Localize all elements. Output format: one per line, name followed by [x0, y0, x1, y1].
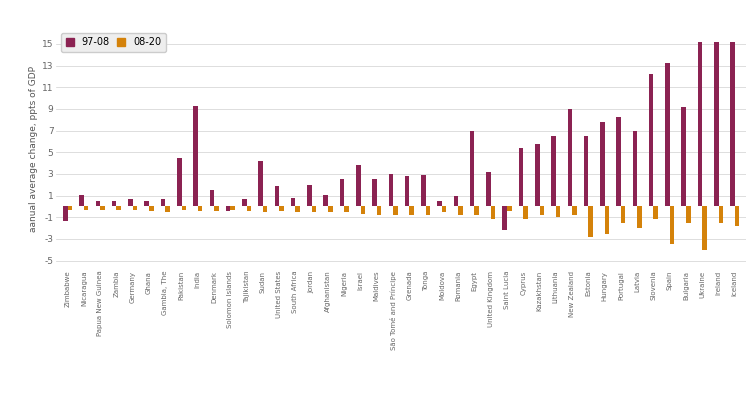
Bar: [242, 199, 247, 206]
Bar: [421, 175, 426, 206]
Bar: [568, 109, 572, 206]
Bar: [735, 206, 740, 226]
Bar: [263, 206, 268, 212]
Bar: [80, 194, 84, 206]
Bar: [296, 206, 300, 212]
Bar: [112, 201, 116, 206]
Bar: [128, 199, 133, 206]
Bar: [470, 131, 475, 206]
Bar: [376, 206, 382, 215]
Bar: [633, 131, 638, 206]
Bar: [96, 201, 100, 206]
Bar: [702, 206, 706, 250]
Bar: [551, 136, 556, 206]
Bar: [437, 201, 442, 206]
Bar: [323, 194, 328, 206]
Bar: [182, 206, 186, 210]
Bar: [686, 206, 691, 223]
Bar: [572, 206, 577, 215]
Bar: [149, 206, 154, 211]
Bar: [68, 206, 72, 210]
Bar: [145, 201, 149, 206]
Bar: [165, 206, 170, 212]
Bar: [682, 107, 686, 206]
Bar: [312, 206, 316, 212]
Bar: [649, 74, 653, 206]
Bar: [503, 206, 507, 230]
Bar: [291, 198, 296, 206]
Bar: [372, 179, 376, 206]
Bar: [475, 206, 479, 215]
Bar: [600, 122, 604, 206]
Bar: [616, 116, 621, 206]
Bar: [258, 161, 263, 206]
Bar: [361, 206, 365, 214]
Bar: [698, 42, 702, 206]
Bar: [209, 190, 214, 206]
Bar: [519, 148, 524, 206]
Bar: [454, 196, 458, 206]
Bar: [344, 206, 349, 212]
Bar: [458, 206, 463, 215]
Bar: [665, 63, 670, 206]
Bar: [539, 206, 544, 215]
Bar: [388, 174, 393, 206]
Bar: [670, 206, 674, 244]
Bar: [604, 206, 609, 234]
Bar: [486, 172, 490, 206]
Bar: [328, 206, 332, 212]
Bar: [393, 206, 398, 215]
Bar: [247, 206, 251, 211]
Bar: [177, 158, 182, 206]
Bar: [410, 206, 414, 215]
Bar: [426, 206, 430, 215]
Bar: [524, 206, 528, 219]
Bar: [621, 206, 626, 223]
Legend: 97-08, 08-20: 97-08, 08-20: [61, 32, 166, 52]
Bar: [340, 179, 344, 206]
Bar: [63, 206, 68, 221]
Bar: [214, 206, 219, 211]
Bar: [274, 186, 279, 206]
Bar: [84, 206, 88, 210]
Bar: [116, 206, 121, 210]
Bar: [638, 206, 642, 228]
Bar: [133, 206, 137, 210]
Bar: [442, 206, 446, 212]
Bar: [507, 206, 512, 211]
Bar: [100, 206, 105, 210]
Bar: [194, 106, 198, 206]
Bar: [653, 206, 658, 219]
Bar: [356, 165, 361, 206]
Bar: [714, 42, 718, 206]
Bar: [230, 206, 235, 210]
Bar: [198, 206, 202, 211]
Bar: [589, 206, 593, 237]
Bar: [279, 206, 284, 211]
Bar: [584, 136, 589, 206]
Bar: [556, 206, 560, 217]
Bar: [535, 144, 539, 206]
Bar: [730, 42, 735, 206]
Y-axis label: aanual average change, ppts of GDP: aanual average change, ppts of GDP: [28, 65, 38, 232]
Bar: [718, 206, 723, 223]
Bar: [226, 206, 230, 211]
Bar: [308, 185, 312, 206]
Bar: [405, 176, 410, 206]
Bar: [160, 199, 165, 206]
Bar: [490, 206, 495, 219]
